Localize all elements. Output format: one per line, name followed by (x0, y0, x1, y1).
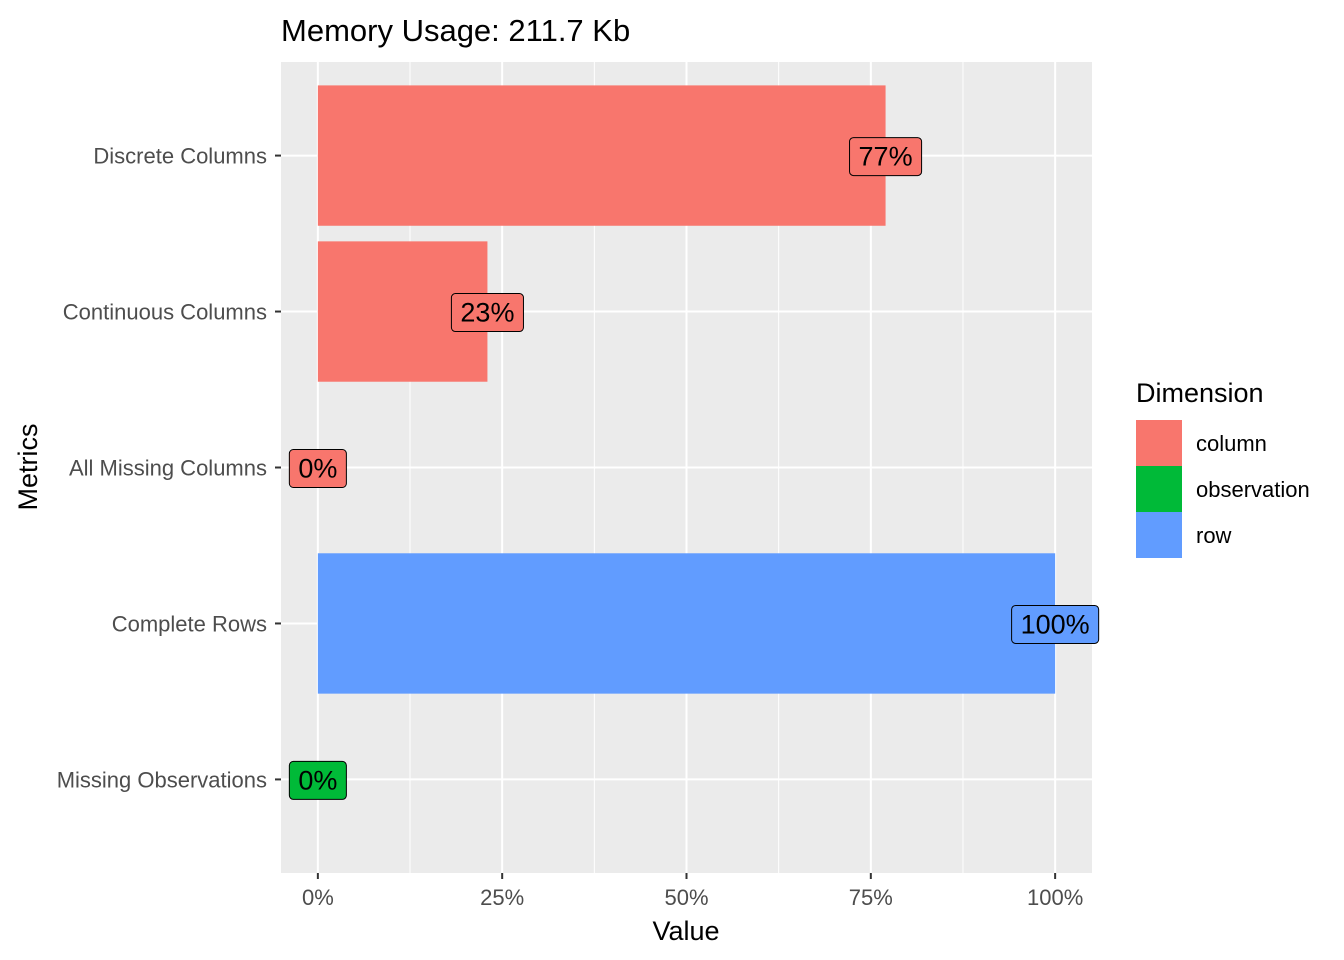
data-label: 23% (450, 293, 524, 333)
bar (317, 85, 886, 226)
bars (317, 85, 1056, 694)
y-tick-label: Discrete Columns (93, 144, 267, 169)
x-tick-label: 75% (849, 885, 893, 910)
data-label-box (288, 760, 347, 800)
x-axis: 0% 25% 50% 75% 100% (302, 873, 1083, 910)
legend-key (1136, 420, 1182, 466)
data-label-box (1011, 604, 1100, 644)
data-label-box (450, 293, 524, 333)
data-label: 0% (288, 449, 347, 488)
data-label-box (849, 137, 923, 177)
y-tick-label: Missing Observations (57, 767, 267, 792)
bar (317, 553, 1056, 694)
legend-key (1136, 512, 1182, 558)
legend-title: Dimension (1136, 378, 1264, 408)
data-label-text: 77% (859, 142, 913, 172)
x-axis-title: Value (652, 916, 719, 946)
data-label: 77% (849, 137, 923, 177)
legend-label: observation (1196, 477, 1310, 502)
chart-title: Memory Usage: 211.7 Kb (281, 13, 630, 48)
y-axis: Discrete Columns Continuous Columns All Mi… (57, 144, 281, 792)
x-tick-label: 100% (1027, 885, 1083, 910)
x-tick-label: 50% (664, 885, 708, 910)
data-label-text: 0% (298, 765, 337, 795)
data-label-text: 0% (298, 454, 337, 484)
y-tick-label: All Missing Columns (69, 456, 267, 481)
legend-label: column (1196, 431, 1267, 456)
data-label-text: 23% (460, 298, 514, 328)
y-tick-label: Continuous Columns (63, 300, 267, 325)
data-label: 0% (288, 760, 347, 800)
data-label: 100% (1011, 604, 1100, 644)
data-labels: 77% 23% 0% 100% 0% (288, 137, 1100, 800)
legend: Dimension column observation row (1136, 378, 1310, 558)
legend-key (1136, 466, 1182, 512)
y-axis-title: Metrics (13, 424, 43, 511)
data-label-text: 100% (1021, 609, 1090, 639)
y-tick-label: Complete Rows (112, 611, 267, 636)
x-tick-label: 25% (480, 885, 524, 910)
x-tick-label: 0% (302, 885, 334, 910)
data-label-box (288, 449, 347, 488)
legend-label: row (1196, 523, 1232, 548)
